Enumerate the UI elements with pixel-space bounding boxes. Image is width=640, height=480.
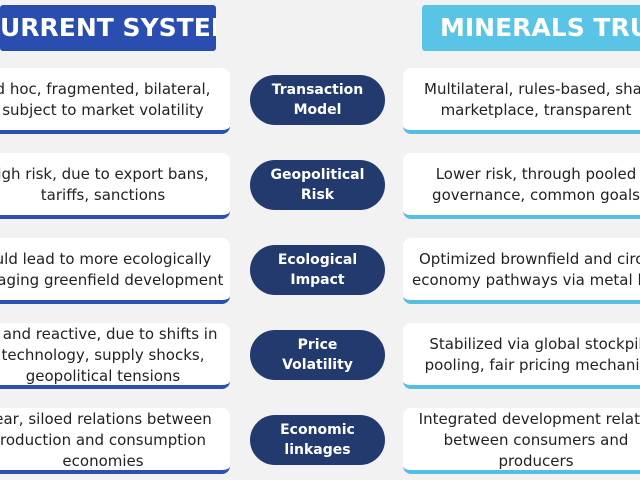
cell-text: Stabilized via global stockpil (429, 335, 640, 353)
cell-text: maging greenfield development (0, 271, 224, 289)
label-text: Ecological (277, 252, 358, 268)
cell-left: igh risk, due to export bans, tariffs, sa… (0, 153, 230, 219)
row-label: Economic linkages (250, 415, 385, 465)
cell-text: economies (62, 451, 144, 470)
label-text: Geopolitical (270, 167, 365, 183)
label-text: Model (293, 102, 342, 118)
cell-text: between consumers and (443, 430, 629, 449)
row-label: Transaction Model (250, 75, 385, 125)
label-text: Volatility (282, 357, 353, 373)
header-text: MINERALS TRUST (440, 13, 640, 42)
label-text: Price (297, 337, 338, 353)
label-text: Transaction (271, 82, 364, 98)
cell-text: tariffs, sanctions (40, 186, 166, 204)
cell-left: d hoc, fragmented, bilateral, subject to … (0, 68, 230, 134)
row-label: Geopolitical Risk (250, 160, 385, 210)
header-right: MINERALS TRUST (422, 5, 640, 51)
label-text: Risk (300, 187, 335, 203)
header-left: URRENT SYSTEM (0, 5, 216, 51)
cell-text: Lower risk, through pooled (435, 165, 637, 183)
cell-text: geopolitical tensions (25, 366, 181, 385)
cell-text: roduction and consumption (0, 430, 206, 449)
cell-text: technology, supply shocks, (1, 345, 205, 364)
cell-text: d hoc, fragmented, bilateral, (0, 80, 211, 98)
cell-text: pooling, fair pricing mechanis (424, 356, 640, 374)
cell-text: n and reactive, due to shifts in (0, 324, 218, 343)
cell-text: uld lead to more ecologically (0, 250, 212, 268)
row-label: Ecological Impact (250, 245, 385, 295)
row-label: Price Volatility (250, 330, 385, 380)
cell-text: ear, siloed relations between (0, 409, 212, 428)
label-text: linkages (284, 442, 351, 458)
cell-text: marketplace, transparent (440, 101, 632, 119)
cell-right: Integrated development relatio between co… (403, 408, 640, 474)
label-text: Economic (280, 422, 355, 438)
cell-right: Optimized brownfield and circu economy pa… (403, 238, 640, 304)
cell-text: Multilateral, rules-based, shar (424, 80, 640, 98)
cell-text: economy pathways via metal lea (411, 271, 640, 289)
cell-left: n and reactive, due to shifts in technolo… (0, 323, 230, 389)
cell-right: Multilateral, rules-based, shar marketpla… (403, 68, 640, 134)
cell-text: subject to market volatility (2, 101, 204, 119)
cell-right: Stabilized via global stockpil pooling, f… (403, 323, 640, 389)
label-text: Impact (290, 272, 345, 288)
cell-text: governance, common goals (432, 186, 640, 204)
header-text: URRENT SYSTEM (0, 13, 216, 42)
cell-left: ear, siloed relations between roduction a… (0, 408, 230, 474)
cell-text: igh risk, due to export bans, (0, 165, 209, 183)
cell-text: Optimized brownfield and circu (419, 250, 640, 268)
cell-text: producers (498, 451, 574, 470)
cell-text: Integrated development relatio (418, 409, 640, 428)
cell-left: uld lead to more ecologically maging gree… (0, 238, 230, 304)
cell-right: Lower risk, through pooled governance, co… (403, 153, 640, 219)
